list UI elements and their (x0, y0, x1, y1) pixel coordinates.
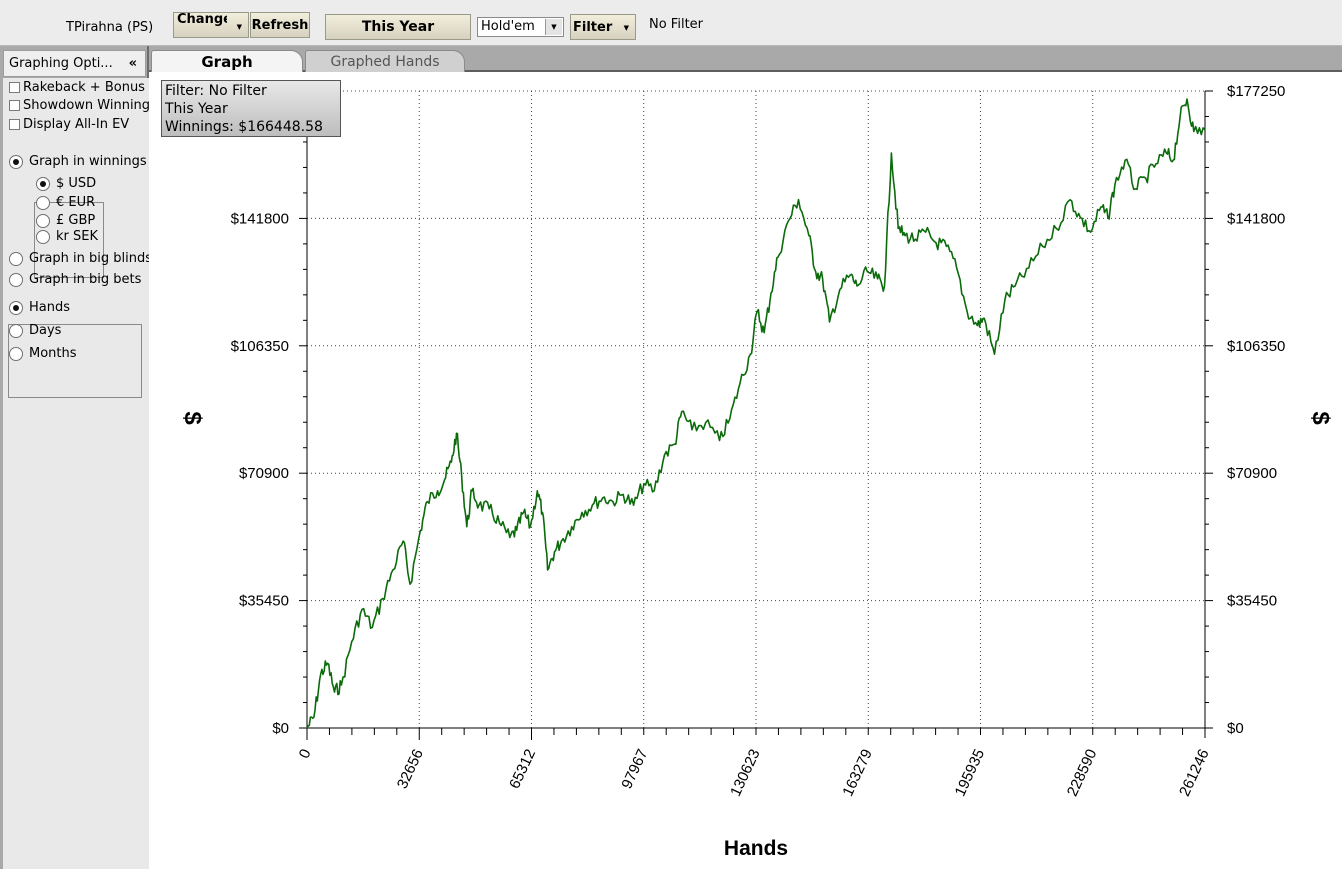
filter-button[interactable]: Filter ▼ (570, 14, 636, 40)
graphing-options-sidebar: Graphing Opti... « Rakeback + Bonus Show… (0, 46, 149, 869)
y-tick-label-left: $106350 (231, 338, 289, 355)
interval-hands-radio[interactable] (9, 300, 23, 315)
checkbox-label: Display All-In EV (23, 117, 130, 132)
allin-ev-checkbox-row[interactable]: Display All-In EV (9, 117, 129, 132)
tab-graphed-hands[interactable]: Graphed Hands (305, 50, 465, 72)
x-tick-label: 0 (296, 747, 315, 762)
y-axis-title-right: $ (1307, 411, 1334, 425)
filter-status: No Filter (649, 17, 704, 32)
graph-winnings-radio[interactable] (9, 154, 23, 169)
y-tick-label-right: $35450 (1227, 593, 1277, 610)
x-tick-label: 163279 (839, 747, 876, 800)
dropdown-arrow-icon: ▼ (236, 23, 242, 31)
interval-group (8, 324, 142, 398)
x-axis-title: Hands (724, 837, 788, 860)
showdown-checkbox-row[interactable]: Showdown Winnings (9, 98, 149, 113)
graph-bigblinds-radio-row[interactable]: Graph in big blinds (9, 251, 149, 266)
graph-winnings-radio-row[interactable]: Graph in winnings (9, 154, 147, 169)
change-player-button[interactable]: Change ▼ (173, 12, 249, 38)
y-tick-label-right: $141800 (1227, 210, 1285, 227)
x-tick-label: 97967 (618, 747, 651, 792)
info-winnings: Winnings: $166448.58 (165, 119, 323, 135)
currency-eur-radio[interactable] (36, 195, 50, 210)
y-tick-label-right: $106350 (1227, 338, 1285, 355)
radio-label: $ USD (56, 176, 97, 191)
winnings-chart: $0 $0 $35450 $35450 $70900 $70900 $106350 $1063… (149, 72, 1342, 869)
radio-label: Graph in big blinds (29, 251, 149, 266)
sidebar-title: Graphing Opti... (9, 56, 113, 71)
player-name[interactable]: TPirahna (PS) (66, 20, 154, 35)
radio-label: £ GBP (56, 213, 96, 228)
interval-days-radio[interactable] (9, 323, 23, 338)
showdown-checkbox[interactable] (9, 100, 20, 111)
info-period: This Year (165, 101, 228, 117)
y-tick-label-left: $0 (272, 720, 289, 737)
interval-months-radio[interactable] (9, 346, 23, 361)
x-tick-label: 261246 (1176, 747, 1213, 800)
checkbox-label: Rakeback + Bonus (23, 80, 145, 95)
graph-bigbets-radio-row[interactable]: Graph in big bets (9, 272, 141, 287)
x-tick-label: 130623 (727, 747, 764, 800)
currency-group (34, 202, 104, 278)
x-tick-label: 65312 (506, 747, 539, 792)
change-button-label: Change (177, 13, 227, 27)
radio-label: Graph in big bets (29, 272, 142, 287)
checkbox-label: Showdown Winnings (23, 98, 149, 113)
game-type-value: Hold'em (481, 19, 535, 34)
collapse-icon[interactable]: « (128, 56, 137, 71)
x-tick-label: 32656 (394, 747, 427, 792)
chart-canvas: $0 $0 $35450 $35450 $70900 $70900 $106350 $1063… (179, 83, 1334, 860)
period-button[interactable]: This Year (325, 14, 471, 40)
y-axis-title-left: $ (179, 411, 206, 425)
chevron-down-icon[interactable]: ▼ (545, 19, 562, 35)
winnings-series-line (306, 98, 1206, 729)
radio-label: Hands (29, 300, 71, 315)
radio-label: Days (29, 323, 62, 338)
currency-usd-radio[interactable] (36, 176, 50, 191)
rakeback-checkbox-row[interactable]: Rakeback + Bonus (9, 80, 145, 95)
radio-label: € EUR (56, 195, 96, 210)
interval-months-row[interactable]: Months (9, 346, 77, 361)
y-tick-label-left: $141800 (231, 210, 289, 227)
graph-bigblinds-radio[interactable] (9, 251, 23, 266)
rakeback-checkbox[interactable] (9, 82, 20, 93)
radio-label: Graph in winnings (29, 154, 147, 169)
y-tick-label-right: $70900 (1227, 465, 1277, 482)
info-filter: Filter: No Filter (165, 83, 267, 99)
dropdown-arrow-icon: ▼ (623, 24, 629, 32)
interval-days-row[interactable]: Days (9, 323, 61, 338)
tab-graph[interactable]: Graph (151, 50, 303, 72)
tab-bar: Graph Graphed Hands (149, 46, 1342, 72)
interval-hands-row[interactable]: Hands (9, 300, 70, 315)
radio-label: Months (29, 346, 77, 361)
currency-sek-row[interactable]: kr SEK (36, 229, 98, 244)
filter-button-label: Filter (573, 19, 613, 35)
graph-bigbets-radio[interactable] (9, 272, 23, 287)
y-tick-label-left: $35450 (239, 593, 289, 610)
game-type-select[interactable]: Hold'em ▼ (477, 17, 564, 37)
allin-ev-checkbox[interactable] (9, 119, 20, 130)
currency-usd-row[interactable]: $ USD (36, 176, 96, 191)
y-tick-label-left: $70900 (239, 465, 289, 482)
refresh-button[interactable]: Refresh (250, 12, 310, 38)
currency-gbp-row[interactable]: £ GBP (36, 213, 95, 228)
sidebar-header: Graphing Opti... « (3, 50, 146, 77)
y-tick-label-right: $0 (1227, 720, 1244, 737)
sidebar-panel: Rakeback + Bonus Showdown Winnings Displ… (3, 78, 149, 869)
radio-label: kr SEK (56, 229, 98, 244)
toolbar: TPirahna (PS) Change ▼ Refresh This Year… (0, 0, 1342, 46)
y-tick-label-right: $177250 (1227, 83, 1285, 100)
x-tick-label: 195935 (952, 747, 989, 800)
chart-info-box: Filter: No Filter This Year Winnings: $1… (161, 80, 341, 137)
currency-sek-radio[interactable] (36, 229, 50, 244)
currency-eur-row[interactable]: € EUR (36, 195, 95, 210)
currency-gbp-radio[interactable] (36, 213, 50, 228)
x-tick-label: 228590 (1064, 747, 1101, 800)
